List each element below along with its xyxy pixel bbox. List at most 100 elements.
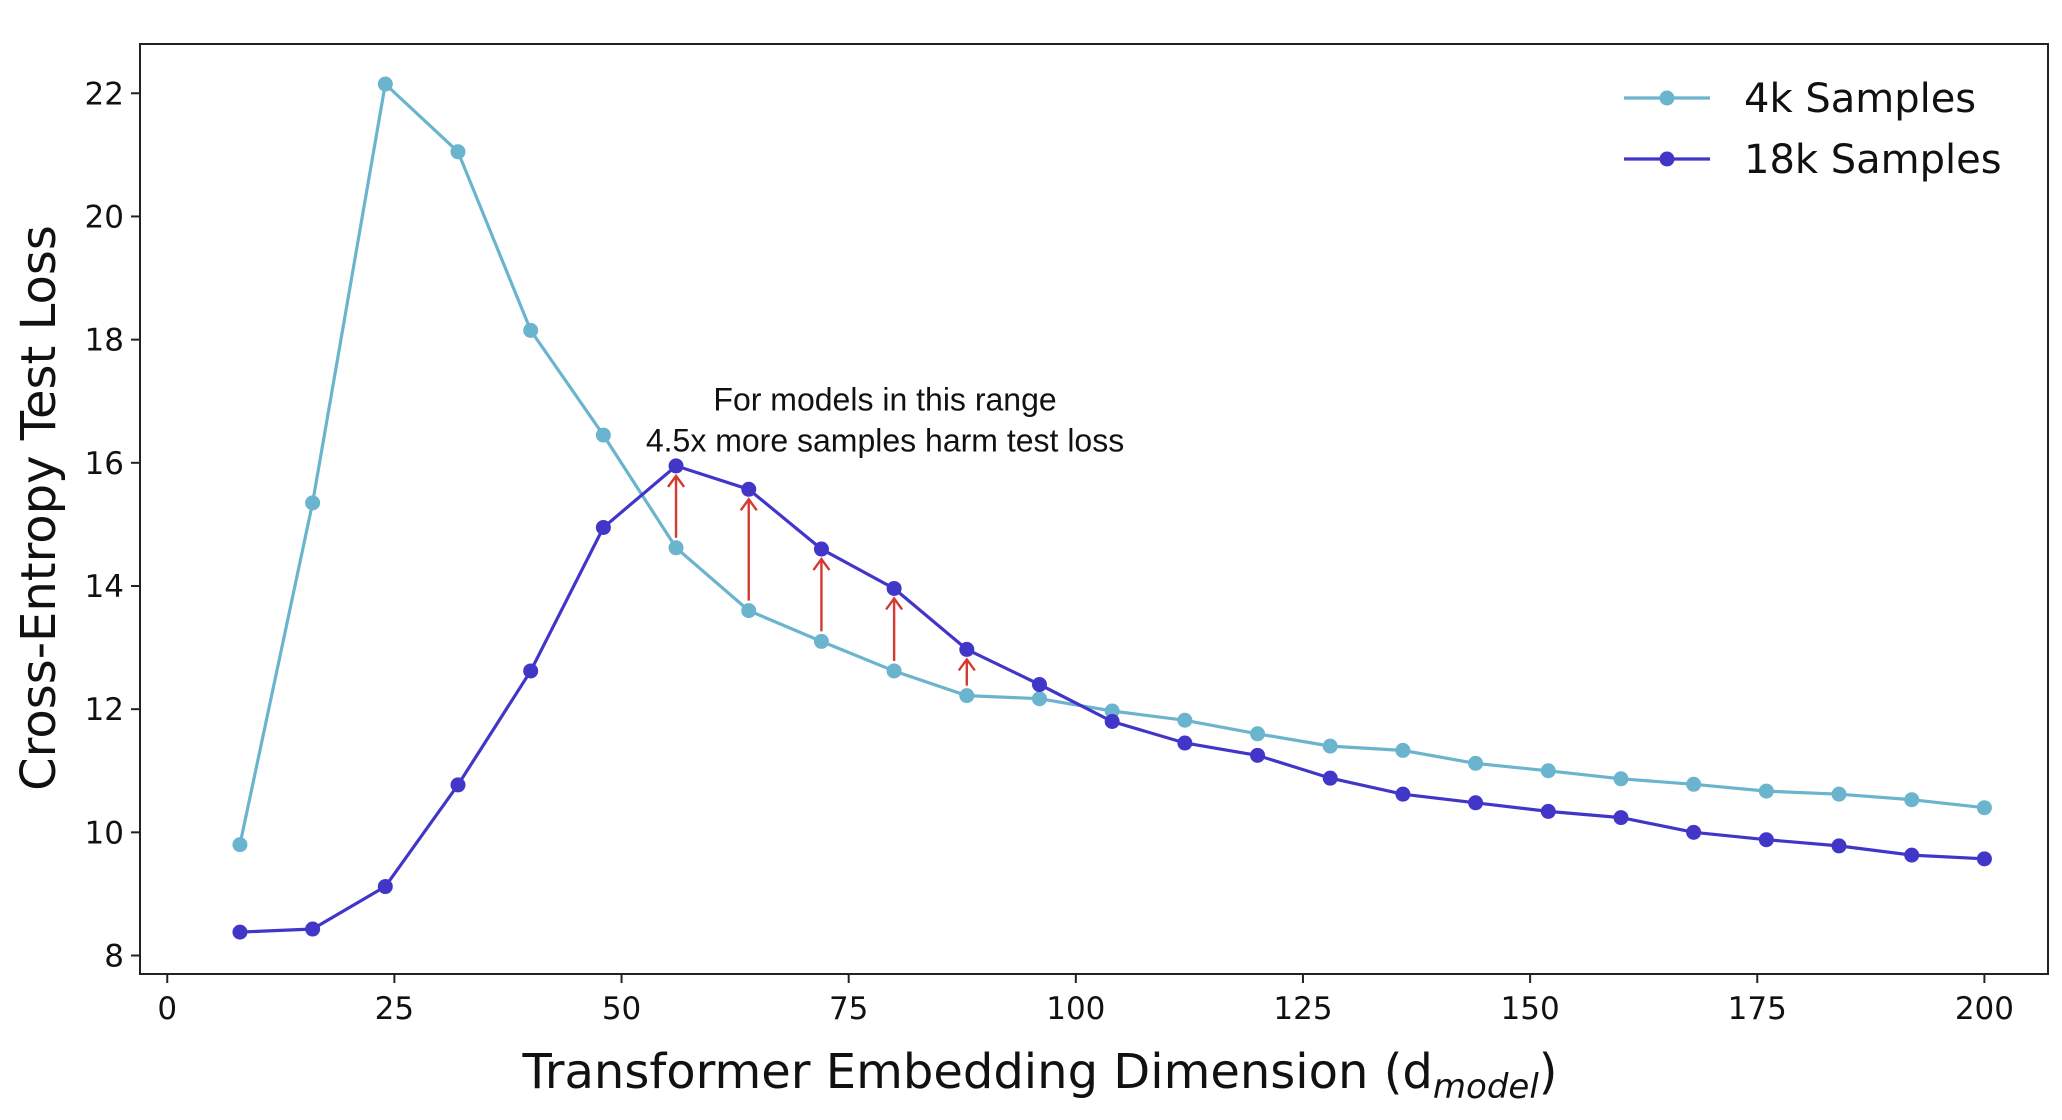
x-axis-title-main: Transformer Embedding Dimension (d (522, 1044, 1433, 1100)
data-point (523, 663, 539, 679)
legend-entry: 4k Samples (1624, 76, 1976, 122)
y-tick-label: 22 (85, 76, 124, 112)
annotation-line: For models in this range (713, 381, 1056, 417)
difference-arrow (885, 596, 904, 661)
x-axis-ticks: 0 25 50 75 100 125 150 175 200 (157, 974, 2014, 1027)
plot-area: 0 25 50 75 100 125 150 175 200 8 10 12 14 16 18 20 22 F… (85, 43, 2049, 1027)
arrow-head (885, 596, 904, 611)
data-point (1031, 691, 1047, 707)
data-point (1613, 810, 1629, 826)
difference-arrow (812, 556, 831, 632)
annotation-line: 4.5x more samples harm test loss (646, 422, 1124, 458)
data-point (1468, 755, 1484, 771)
data-point (959, 688, 975, 704)
difference-arrow (957, 657, 976, 686)
data-point (741, 603, 757, 619)
y-tick-label: 10 (85, 815, 124, 851)
data-point (1322, 738, 1338, 754)
data-point (959, 641, 975, 657)
data-point (595, 519, 611, 535)
data-point (668, 458, 684, 474)
x-tick-label: 175 (1728, 991, 1787, 1027)
x-tick-label: 0 (157, 991, 177, 1027)
x-axis-title: Transformer Embedding Dimension (dmodel) (522, 1044, 1558, 1107)
data-point (595, 427, 611, 443)
data-point (1686, 776, 1702, 792)
y-tick-label: 12 (85, 692, 124, 728)
legend-swatch-marker (1659, 151, 1675, 167)
data-point (1758, 832, 1774, 848)
x-axis-title-subscript: model (1433, 1067, 1539, 1107)
data-point (1976, 851, 1992, 867)
difference-arrow (667, 473, 686, 538)
data-point (1686, 824, 1702, 840)
legend: 4k Samples 18k Samples (1624, 76, 2002, 183)
x-tick-label: 75 (829, 991, 868, 1027)
data-point (450, 144, 466, 160)
annotation: For models in this range 4.5x more sample… (646, 381, 1124, 458)
data-point (886, 580, 902, 596)
x-tick-label: 150 (1501, 991, 1560, 1027)
arrow-head (667, 473, 686, 488)
data-point (1250, 747, 1266, 763)
series-line (238, 80, 1985, 846)
x-tick-label: 200 (1955, 991, 2014, 1027)
arrow-layer (667, 473, 976, 686)
data-point (886, 663, 902, 679)
data-point (1104, 703, 1120, 719)
legend-entry: 18k Samples (1624, 137, 2002, 183)
data-point (1540, 763, 1556, 779)
arrow-head (739, 497, 758, 511)
data-point (1395, 742, 1411, 758)
x-tick-label: 100 (1046, 991, 1105, 1027)
legend-swatch-marker (1659, 90, 1675, 106)
data-point (305, 495, 321, 511)
y-axis-title: Cross-Entropy Test Loss (11, 225, 67, 791)
data-point (1613, 771, 1629, 787)
data-point (1395, 786, 1411, 802)
data-point (1104, 713, 1120, 729)
y-tick-label: 8 (104, 939, 124, 975)
data-point (1031, 677, 1047, 693)
data-point (523, 322, 539, 338)
y-tick-label: 14 (85, 569, 124, 605)
data-point (813, 541, 829, 557)
x-tick-label: 25 (375, 991, 414, 1027)
data-point (813, 633, 829, 649)
data-point (232, 924, 248, 940)
data-point (668, 540, 684, 556)
data-point (1904, 847, 1920, 863)
y-tick-label: 16 (85, 446, 124, 482)
data-point (1758, 783, 1774, 799)
y-tick-label: 18 (85, 323, 124, 359)
data-point (1904, 792, 1920, 808)
data-point (1831, 838, 1847, 854)
data-point (232, 837, 248, 853)
data-point (1468, 795, 1484, 811)
data-point (1540, 803, 1556, 819)
legend-label: 4k Samples (1744, 76, 1976, 122)
data-point (377, 879, 393, 895)
difference-arrow (739, 497, 758, 601)
series-line (239, 464, 1985, 934)
y-tick-label: 20 (85, 199, 124, 235)
data-point (1177, 712, 1193, 728)
series-2 (232, 458, 1992, 940)
data-point (377, 76, 393, 92)
series-1 (232, 76, 1992, 853)
x-axis-title-close: ) (1539, 1044, 1558, 1100)
data-point (305, 921, 321, 937)
legend-label: 18k Samples (1744, 137, 2002, 183)
data-point (1976, 800, 1992, 816)
x-tick-label: 125 (1273, 991, 1332, 1027)
arrow-head (812, 556, 831, 571)
data-point (741, 481, 757, 497)
data-point (1250, 726, 1266, 742)
data-point (1322, 770, 1338, 786)
data-point (1831, 786, 1847, 802)
data-point (450, 777, 466, 793)
plot-frame (139, 43, 2049, 975)
y-axis-ticks: 8 10 12 14 16 18 20 22 (85, 76, 140, 975)
arrow-head (957, 657, 976, 672)
